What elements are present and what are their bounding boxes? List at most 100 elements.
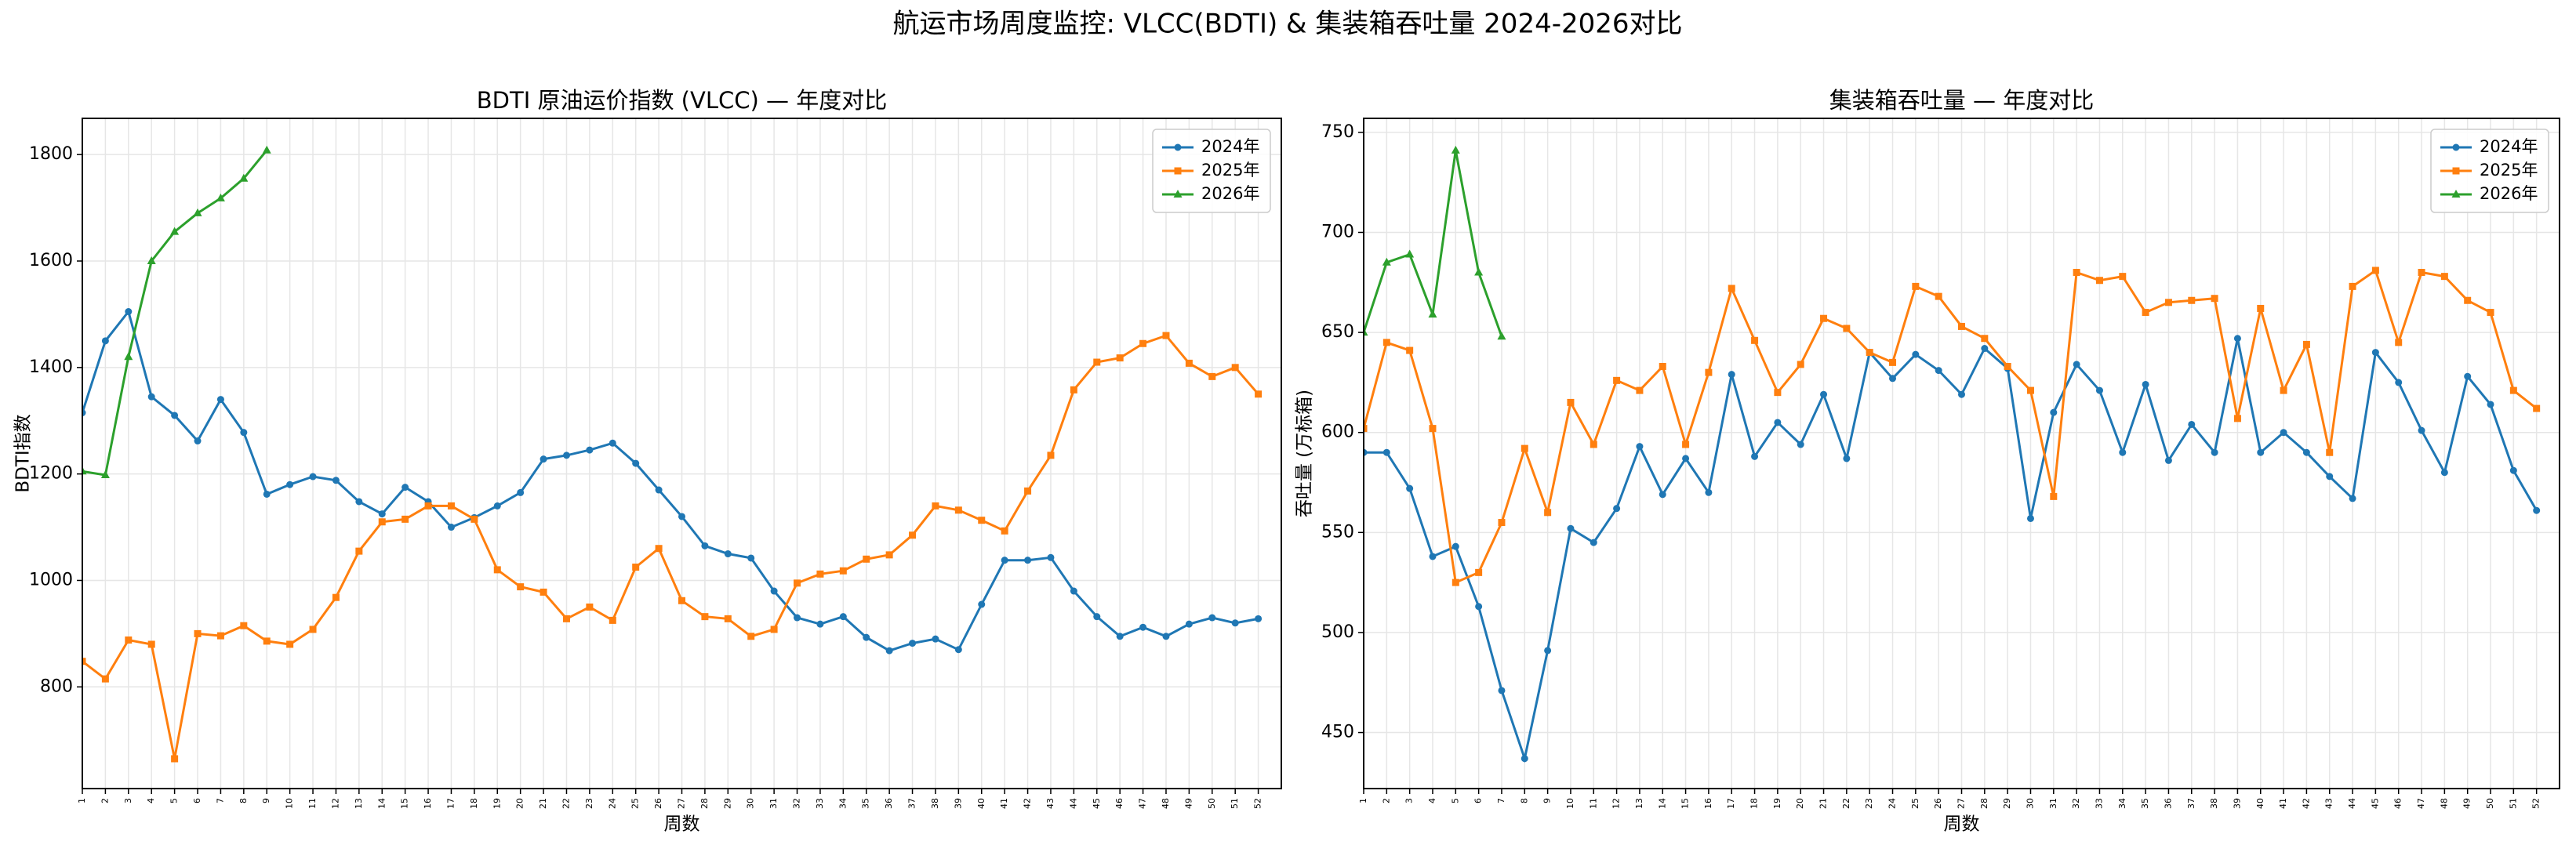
x-tick-label: 10 — [285, 798, 295, 809]
x-tick-label: 2 — [100, 798, 110, 803]
x-tick-label: 45 — [2370, 798, 2380, 809]
marker — [586, 603, 594, 611]
marker — [1590, 441, 1597, 448]
legend-marker — [2452, 143, 2460, 151]
x-tick-label: 40 — [976, 798, 986, 809]
x-tick-label: 14 — [376, 798, 387, 809]
x-tick-label: 9 — [1542, 798, 1553, 803]
x-tick-label: 29 — [2002, 798, 2012, 809]
x-tick-label: 34 — [2117, 798, 2127, 809]
marker — [655, 486, 663, 494]
marker — [1636, 386, 1644, 394]
marker — [2119, 448, 2127, 456]
marker — [1889, 375, 1897, 383]
marker — [2142, 380, 2149, 388]
x-tick-label: 20 — [1795, 798, 1805, 809]
marker — [2302, 340, 2310, 348]
marker — [1139, 623, 1147, 631]
x-tick-label: 47 — [1138, 798, 1148, 809]
marker — [1475, 568, 1483, 576]
marker — [1705, 368, 1713, 376]
marker — [1208, 614, 1216, 622]
marker — [1474, 267, 1484, 276]
marker — [2050, 492, 2058, 500]
x-tick-label: 11 — [1588, 798, 1598, 809]
y-tick-label: 1400 — [29, 357, 73, 377]
marker — [1116, 633, 1124, 640]
marker — [216, 396, 224, 404]
marker — [932, 502, 939, 510]
marker — [239, 173, 249, 182]
marker — [2188, 420, 2196, 428]
marker — [2371, 349, 2379, 357]
marker — [1682, 455, 1690, 462]
axes-title: 集装箱吞吐量 — 年度对比 — [1829, 87, 2094, 114]
x-tick-label: 6 — [1473, 798, 1484, 803]
marker — [632, 459, 640, 467]
marker — [1751, 452, 1759, 460]
marker — [1047, 452, 1055, 459]
marker — [1636, 443, 1644, 451]
marker — [1866, 349, 1873, 357]
marker — [1208, 372, 1216, 380]
marker — [2533, 404, 2541, 412]
marker — [2464, 296, 2472, 304]
x-tick-label: 13 — [354, 798, 364, 809]
marker — [1544, 509, 1552, 517]
x-tick-label: 42 — [1023, 798, 1033, 809]
marker — [1521, 444, 1528, 452]
marker — [263, 637, 271, 645]
marker — [2302, 448, 2310, 456]
marker — [171, 755, 179, 763]
x-tick-label: 3 — [123, 798, 133, 803]
x-tick-label: 27 — [677, 798, 687, 809]
marker — [1070, 386, 1077, 393]
x-tick-label: 37 — [2186, 798, 2196, 809]
marker — [2371, 267, 2379, 274]
marker — [100, 470, 110, 479]
marker — [1820, 390, 1828, 398]
x-axis-label: 周数 — [1944, 814, 1980, 835]
marker — [1364, 448, 1368, 456]
marker — [447, 502, 455, 510]
marker — [2211, 295, 2218, 303]
marker — [2418, 269, 2425, 277]
x-tick-label: 49 — [2462, 798, 2472, 809]
x-tick-label: 7 — [215, 798, 225, 803]
x-tick-label: 41 — [999, 798, 1009, 809]
x-tick-label: 38 — [2209, 798, 2219, 809]
x-tick-label: 27 — [1957, 798, 1967, 809]
marker — [1429, 425, 1437, 433]
x-tick-label: 11 — [307, 798, 318, 809]
legend-label: 2026年 — [2480, 184, 2538, 203]
marker — [1935, 367, 1942, 375]
marker — [493, 502, 501, 510]
x-tick-label: 44 — [1068, 798, 1078, 809]
x-tick-label: 4 — [146, 798, 156, 803]
x-tick-label: 3 — [1404, 798, 1415, 803]
y-tick-label: 800 — [40, 676, 73, 696]
y-tick-label: 700 — [1321, 222, 1354, 241]
marker — [1567, 524, 1575, 532]
marker — [655, 545, 663, 553]
marker — [2188, 296, 2196, 304]
marker — [2487, 401, 2494, 408]
marker — [1567, 398, 1575, 406]
legend-marker — [1174, 167, 1182, 175]
marker — [1364, 425, 1368, 433]
marker — [1093, 358, 1101, 366]
marker — [2073, 269, 2080, 277]
marker — [1428, 310, 1437, 318]
marker — [1843, 455, 1851, 462]
series-line — [1364, 338, 2538, 763]
marker — [2026, 514, 2034, 522]
x-tick-label: 5 — [1450, 798, 1460, 803]
marker — [309, 473, 317, 481]
marker — [747, 554, 755, 562]
marker — [1935, 292, 1942, 300]
marker — [1659, 362, 1666, 370]
x-tick-label: 33 — [815, 798, 825, 809]
marker — [378, 518, 386, 526]
marker — [954, 646, 962, 654]
